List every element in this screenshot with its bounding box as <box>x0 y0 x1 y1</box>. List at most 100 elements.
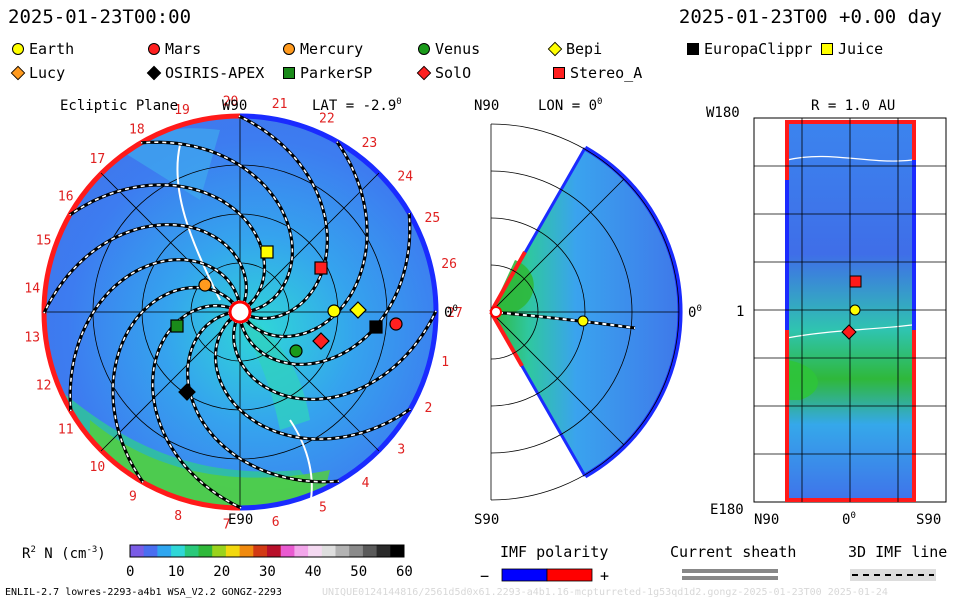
ecliptic-stereo-a-marker <box>314 261 328 275</box>
radial-stereo-a-marker <box>849 275 862 288</box>
colorbar-tick-30: 30 <box>259 564 276 580</box>
imf-polarity-title: IMF polarity <box>500 543 608 561</box>
legend-label: SolO <box>435 64 472 82</box>
legend-item-osiris-apex: OSIRIS-APEX <box>146 64 265 82</box>
colorbar-tick-10: 10 <box>168 564 185 580</box>
meridional-imf-line <box>490 311 636 329</box>
colorbar-tick-40: 40 <box>305 564 322 580</box>
colorbar-tick-0: 0 <box>126 564 134 580</box>
legend-item-lucy: Lucy <box>10 64 65 82</box>
imf-positive-swatch <box>546 568 593 582</box>
imf-3d-line-legend: 3D IMF line <box>848 543 947 581</box>
sector-number-9: 9 <box>129 490 137 505</box>
legend-item-bepi: Bepi <box>547 40 602 58</box>
meridional-top-left: N90 <box>474 98 499 114</box>
sector-number-19: 19 <box>174 103 190 118</box>
ecliptic-europaclippr-marker <box>369 320 383 334</box>
sector-number-11: 11 <box>58 423 74 438</box>
colorbar-cell <box>157 545 172 557</box>
legend-item-earth: Earth <box>12 40 74 58</box>
imf-negative-swatch <box>501 568 548 582</box>
colorbar-cell <box>267 545 282 557</box>
radial-x-right: S90 <box>916 512 941 528</box>
ecliptic-title: Ecliptic Plane <box>60 98 178 114</box>
sector-number-1: 1 <box>441 355 449 370</box>
sector-number-6: 6 <box>272 515 280 530</box>
sector-number-23: 23 <box>362 136 378 151</box>
ecliptic-bodies <box>170 245 403 401</box>
legend-label: Mars <box>165 40 202 58</box>
colorbar-cell <box>362 545 377 557</box>
ecliptic-venus-marker <box>289 344 303 358</box>
imf-field-line <box>186 311 339 483</box>
radial-x-left: N90 <box>754 512 779 528</box>
radial-panel: R = 1.0 AU W180 1 E180 N90 00 S90 <box>706 98 947 528</box>
ecliptic-imf-lines <box>42 114 438 510</box>
legend-marker-square <box>553 67 565 79</box>
radial-earth-marker <box>849 304 861 316</box>
legend-item-juice: Juice <box>821 40 883 58</box>
sector-number-14: 14 <box>24 281 40 296</box>
colorbar-tick-20: 20 <box>213 564 230 580</box>
imf-minus-label: − <box>480 567 489 585</box>
sector-number-3: 3 <box>397 442 405 457</box>
colorbar-cell <box>390 545 405 557</box>
sector-number-12: 12 <box>36 379 52 394</box>
meridional-lon-label: LON = 00 <box>538 97 602 114</box>
imf-3d-line-title: 3D IMF line <box>848 543 947 561</box>
meridional-right-label: 00 <box>688 304 702 321</box>
sector-number-13: 13 <box>24 331 40 346</box>
ecliptic-mars-marker <box>389 317 403 331</box>
colorbar-cell <box>225 545 240 557</box>
left-timestamp: 2025-01-23T00:00 <box>8 6 192 28</box>
radial-x-mid: 00 <box>842 511 856 528</box>
legend-label: OSIRIS-APEX <box>165 64 265 82</box>
ecliptic-current-sheath <box>176 144 313 506</box>
sector-number-26: 26 <box>441 257 457 272</box>
radial-bottom-left: E180 <box>710 502 744 518</box>
colorbar-cell <box>294 545 309 557</box>
ecliptic-bottom-label: E90 <box>228 512 253 528</box>
meridional-panel: N90 LON = 00 S90 00 <box>474 97 702 528</box>
current-sheath-title: Current sheath <box>670 543 796 561</box>
legend-item-parkersp: ParkerSP <box>283 64 372 82</box>
sun-marker <box>228 300 252 324</box>
ecliptic-right-label: 00 <box>444 304 458 321</box>
imf-field-line <box>69 258 241 411</box>
radial-grid <box>754 118 946 502</box>
ecliptic-top-label: W90 <box>222 98 247 114</box>
ecliptic-lat-label: LAT = -2.90 <box>312 97 402 114</box>
imf-polarity-legend: IMF polarity − + <box>480 543 609 585</box>
colorbar-cell <box>335 545 350 557</box>
legend-label: Earth <box>29 40 75 58</box>
ecliptic-earth-marker <box>327 304 341 318</box>
colorbar-cell <box>280 545 295 557</box>
meridional-bottom-left: S90 <box>474 512 499 528</box>
legend-marker-circle <box>283 43 295 55</box>
legend-item-europaclippr: EuropaClippr <box>687 40 812 58</box>
sector-number-17: 17 <box>90 152 106 167</box>
legend-marker-square <box>687 43 699 55</box>
sector-number-10: 10 <box>90 460 106 475</box>
legend-item-mercury: Mercury <box>283 40 363 58</box>
sector-number-21: 21 <box>272 97 288 112</box>
legend-marker-square <box>821 43 833 55</box>
sector-number-24: 24 <box>397 170 413 185</box>
colorbar-cell <box>184 545 199 557</box>
colorbar-cell <box>239 545 254 557</box>
colorbar-cell <box>212 545 227 557</box>
radial-r-label: R = 1.0 AU <box>811 98 895 114</box>
sector-number-27: 27 <box>447 306 463 321</box>
imf-field-line <box>214 316 411 440</box>
sector-number-5: 5 <box>319 501 327 516</box>
colorbar-label: R2 N (cm-3) <box>22 545 106 562</box>
colorbar-cell <box>308 545 323 557</box>
colorbar: R2 N (cm-3) 0 10 20 30 40 50 60 <box>22 544 413 580</box>
right-timestamp: 2025-01-23T00 +0.00 day <box>678 6 942 28</box>
sector-number-2: 2 <box>425 401 433 416</box>
colorbar-cell <box>143 545 158 557</box>
sector-number-7: 7 <box>223 518 231 533</box>
current-sheath-legend: Current sheath <box>670 543 796 580</box>
